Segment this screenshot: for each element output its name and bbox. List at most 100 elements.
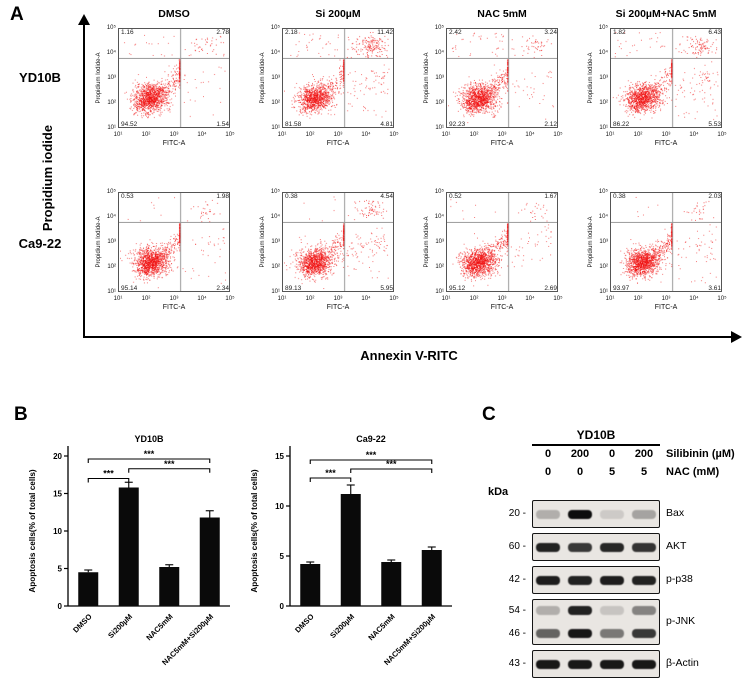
y-tick-label: 10²: [435, 100, 444, 106]
x-tick-label: 10¹: [441, 296, 451, 302]
quadrant-ll-pct: 95.14: [121, 284, 138, 292]
y-tick-label: 10⁴: [270, 214, 280, 220]
y-tick-label: 5: [280, 552, 285, 561]
y-tick-label: 10¹: [271, 289, 280, 295]
quadrant-ul-pct: 1.16: [121, 29, 134, 36]
y-tick-label: 10⁴: [598, 50, 608, 56]
x-tick-label: 10³: [169, 132, 179, 138]
y-tick-label: 10³: [107, 75, 116, 81]
quadrant-ur-pct: 11.42: [377, 29, 393, 36]
lane-value: 0: [544, 448, 552, 460]
y-tick-label: 10¹: [599, 125, 608, 131]
x-tick-label: 10²: [141, 132, 151, 138]
x-tick-label: NAC5mM: [144, 612, 174, 642]
y-tick-label: 10²: [271, 264, 280, 270]
column-header-nac5: NAC 5mM: [477, 8, 527, 20]
blot-cell-line: YD10B: [532, 428, 660, 446]
y-tick-label: 15: [275, 452, 284, 461]
sig-label: ***: [325, 468, 336, 478]
treatment-label: NAC (mM): [666, 466, 720, 478]
treatment-label: Silibinin (µM): [666, 448, 735, 460]
blot-band: [600, 575, 624, 585]
sig-bracket: [309, 459, 433, 464]
sig-bracket: [87, 458, 211, 463]
y-tick-label: 0: [58, 602, 63, 611]
quadrant-lr-pct: 3.61: [708, 284, 721, 292]
flow-scatter-canvas: [610, 192, 722, 292]
lane-value: 0: [544, 466, 552, 478]
y-tick-label: 10⁵: [106, 25, 116, 31]
x-tick-label: 10⁵: [225, 296, 235, 302]
quadrant-ll-pct: 94.52: [121, 120, 138, 128]
blot-band: [600, 509, 624, 519]
panel-b-label: B: [14, 404, 28, 425]
flow-scatter-canvas: [446, 28, 558, 128]
y-tick-label: 10¹: [107, 125, 116, 131]
flow-scatter-canvas: [282, 192, 394, 292]
western-blot: YD10B 0 200 0 200 Silibinin (µM) 0 0 5 5 NAC (mM) k…: [478, 406, 751, 694]
lane-value: 5: [608, 466, 616, 478]
x-tick-label: Si200µM: [106, 612, 134, 640]
x-tick-label: 10²: [469, 296, 479, 302]
y-tick-label: 10²: [107, 100, 116, 106]
blot-band: [568, 659, 592, 669]
blot-band: [536, 542, 560, 552]
x-tick-label: 10¹: [277, 132, 287, 138]
y-tick-label: 10: [53, 527, 62, 536]
flow-plot-area: 0.53 1.98 95.14 2.34: [118, 192, 232, 294]
flow-plot-ca9-22-2: Propidium Iodide-A 10⁵ 10⁴ 10³ 10² 10¹ 0.38 4.5…: [256, 189, 420, 320]
bar: [300, 564, 321, 606]
x-tick-label: 10⁵: [717, 296, 727, 302]
quadrant-ul-pct: 2.18: [285, 29, 298, 36]
y-tick-label: 10⁵: [598, 25, 608, 31]
y-tick-label: 10: [275, 502, 284, 511]
flow-plot-area: 0.52 1.67 95.12 2.69: [446, 192, 560, 294]
y-axis-arrowhead-icon: [78, 14, 90, 25]
quadrant-ll-pct: 95.12: [449, 284, 466, 292]
column-header-si-nac: Si 200µM+NAC 5mM: [615, 8, 717, 20]
y-tick-label: 10⁵: [434, 189, 444, 195]
y-tick-label: 10¹: [435, 289, 444, 295]
flow-x-axis-label: FITC-A: [326, 304, 350, 311]
blot-label: β-Actin: [666, 657, 699, 669]
x-axis-arrowhead-icon: [731, 331, 742, 343]
y-tick-label: 10⁴: [434, 50, 444, 56]
x-tick-label: 10¹: [441, 132, 451, 138]
quadrant-ur-pct: 6.43: [708, 29, 721, 36]
blot-band: [632, 575, 656, 585]
quadrant-ur-pct: 1.98: [216, 193, 229, 200]
bar: [118, 487, 139, 606]
x-tick-label: 10³: [333, 296, 343, 302]
x-tick-label: 10¹: [605, 132, 615, 138]
blot-band: [600, 606, 624, 615]
x-tick-label: 10⁵: [717, 132, 727, 138]
y-tick-label: 10³: [107, 239, 116, 245]
y-tick-label: 10²: [271, 100, 280, 106]
quadrant-ur-pct: 2.78: [216, 29, 229, 36]
blot-box-1: [532, 500, 660, 528]
quadrant-lr-pct: 2.34: [216, 284, 229, 292]
sig-bracket: [350, 468, 433, 473]
column-header-dmso: DMSO: [158, 8, 190, 20]
bar-chart-yd10b: 0 5 10 15 20 YD10B Apoptosis cells(% of total …: [28, 434, 230, 667]
blot-band: [536, 659, 560, 669]
flow-plot-area: 1.16 2.78 94.52 1.54: [118, 28, 232, 130]
flow-scatter-canvas: [118, 192, 230, 292]
y-tick-label: 10¹: [599, 289, 608, 295]
quadrant-ll-pct: 89.13: [285, 284, 302, 292]
sig-bracket: [128, 468, 211, 473]
x-tick-label: 10⁴: [689, 296, 699, 302]
flow-scatter-canvas: [282, 28, 394, 128]
y-tick-label: 10³: [271, 239, 280, 245]
bar: [159, 567, 180, 606]
sig-label: ***: [386, 459, 397, 469]
blot-band: [632, 659, 656, 669]
flow-scatter-canvas: [118, 28, 230, 128]
x-tick-label: 10⁴: [197, 132, 207, 138]
flow-plot-yd10b-1: Propidium Iodide-A 10⁵ 10⁴ 10³ 10² 10¹ 1.16 2.7…: [92, 25, 256, 156]
quadrant-lr-pct: 4.81: [380, 120, 393, 128]
flow-plot-yd10b-4: Propidium Iodide-A 10⁵ 10⁴ 10³ 10² 10¹ 1.82 6.4…: [584, 25, 748, 156]
lane-value: 200: [570, 448, 590, 460]
y-tick-label: 10⁵: [270, 25, 280, 31]
y-tick-label: 10⁵: [270, 189, 280, 195]
